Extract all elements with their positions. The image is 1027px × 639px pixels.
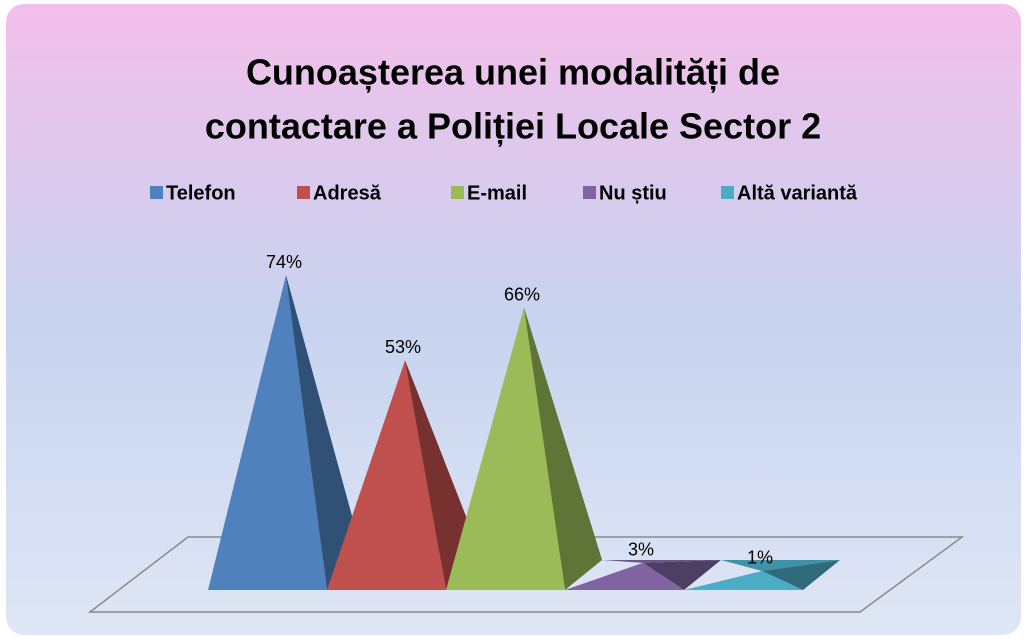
legend-swatch bbox=[297, 186, 310, 199]
legend-label: Telefon bbox=[166, 182, 236, 204]
pyramid-side bbox=[524, 307, 602, 590]
legend-swatch bbox=[150, 186, 163, 199]
legend-swatch bbox=[583, 186, 596, 199]
pyramid-back bbox=[602, 560, 721, 563]
data-label: 74% bbox=[266, 252, 302, 272]
pyramid bbox=[446, 307, 602, 590]
data-label: 66% bbox=[504, 284, 540, 304]
legend-swatch bbox=[721, 186, 734, 199]
floor bbox=[87, 536, 965, 613]
legend-label: Nu știu bbox=[599, 182, 667, 204]
pyramid-front bbox=[327, 360, 446, 590]
pyramid bbox=[684, 560, 840, 590]
pyramid bbox=[208, 275, 364, 590]
pyramid-side bbox=[643, 560, 721, 590]
pyramid-front bbox=[684, 570, 803, 590]
legend-label: E-mail bbox=[467, 182, 527, 204]
pyramid bbox=[565, 560, 721, 590]
pyramid-side bbox=[286, 275, 364, 590]
data-label: 1% bbox=[747, 548, 773, 568]
pyramid-front bbox=[446, 307, 565, 590]
pyramid-front bbox=[208, 275, 327, 590]
chart-title: Cunoașterea unei modalități de bbox=[246, 52, 780, 94]
pyramid-back bbox=[721, 560, 840, 571]
legend-label: Adresă bbox=[313, 182, 382, 204]
legend-swatch bbox=[451, 186, 464, 199]
chart-title: contactare a Poliției Locale Sector 2 bbox=[205, 106, 821, 148]
pyramid-side bbox=[762, 560, 840, 590]
pyramid-front bbox=[565, 562, 684, 590]
data-label: 53% bbox=[385, 337, 421, 357]
legend-label: Altă variantă bbox=[737, 182, 858, 204]
data-label: 3% bbox=[628, 540, 654, 560]
